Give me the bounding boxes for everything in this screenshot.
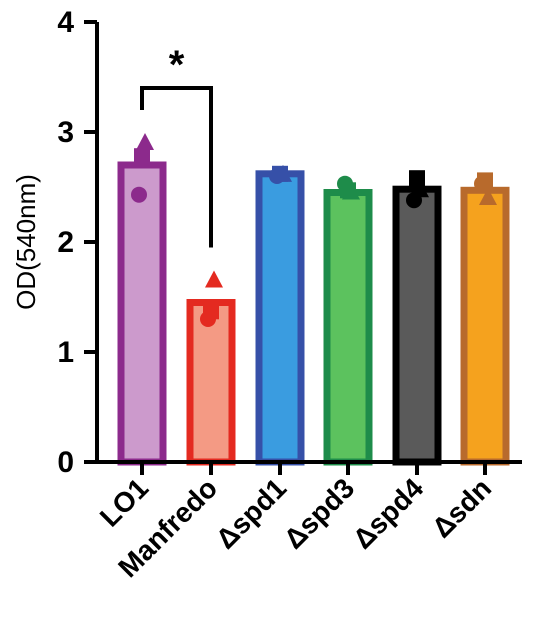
bar-0	[117, 161, 167, 466]
y-tick-label: 4	[57, 6, 74, 39]
y-ticks-group: 0 1 2 3 4	[57, 6, 97, 479]
y-tick-label: 3	[57, 116, 74, 149]
point-triangle-3	[342, 182, 360, 200]
point-triangle-1	[205, 270, 223, 288]
point-triangle-4	[411, 180, 429, 198]
y-axis-title: OD(540nm)	[11, 174, 41, 310]
x-category-label: Δspd4	[347, 472, 430, 555]
bar-3	[323, 189, 373, 466]
replicate-points-group	[131, 133, 497, 327]
bar-1	[186, 299, 236, 466]
point-square-0	[134, 148, 150, 165]
point-square-1	[203, 303, 219, 320]
bar-2	[255, 170, 305, 466]
y-tick-label: 1	[57, 336, 74, 369]
bar-5	[460, 186, 510, 466]
point-square-5	[477, 172, 493, 189]
point-circle-0	[131, 186, 147, 203]
y-tick-label: 2	[57, 226, 74, 259]
point-triangle-2	[274, 164, 292, 182]
x-category-label: Δspd1	[210, 472, 292, 554]
point-triangle-5	[479, 188, 497, 205]
x-category-label: LO1	[94, 472, 154, 532]
point-triangle-0	[136, 133, 154, 150]
bar-4	[392, 185, 442, 466]
x-category-label: Δsdn	[426, 472, 497, 543]
significance-bracket	[140, 86, 213, 248]
significance-asterisk: *	[169, 43, 185, 87]
x-category-label: Δspd3	[278, 472, 360, 554]
y-tick-label: 0	[57, 446, 74, 479]
significance-group: *	[140, 43, 213, 248]
bars-group	[117, 161, 510, 466]
point-square-4	[409, 170, 425, 187]
